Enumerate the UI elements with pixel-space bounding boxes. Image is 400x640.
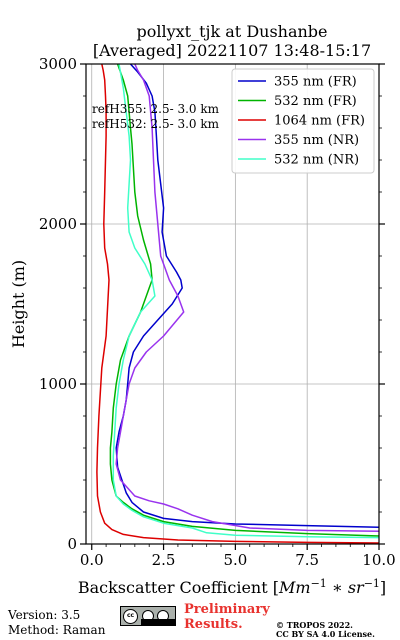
x-axis-label: Backscatter Coefficient [Mm−1 ∗ sr−1] — [78, 577, 386, 597]
series-line-5 — [112, 64, 379, 539]
legend-label-4: 355 nm (NR) — [274, 133, 359, 148]
legend-label-2: 532 nm (FR) — [274, 94, 357, 109]
y-axis-label: Height (m) — [9, 260, 28, 348]
series-line-4 — [115, 64, 379, 532]
series-lines — [96, 64, 379, 544]
legend-label-5: 532 nm (NR) — [274, 153, 359, 168]
method-text: Method: Raman — [8, 623, 106, 637]
chart-title-line2: [Averaged] 20221107 13:48-15:17 — [93, 41, 371, 60]
x-tick-label: 7.5 — [295, 551, 319, 569]
plot-frame — [85, 63, 380, 545]
legend-label-1: 355 nm (FR) — [274, 75, 357, 90]
copyright-line2: CC BY SA 4.0 License. — [276, 629, 375, 639]
preliminary-text-line1: Preliminary — [184, 602, 270, 617]
y-tick-label: 0 — [67, 535, 77, 553]
y-tick-label: 3000 — [39, 55, 77, 73]
cc-by-sa-icon: cc — [120, 606, 176, 626]
version-text: Version: 3.5 — [8, 608, 81, 622]
copyright-line1: © TROPOS 2022. — [276, 620, 353, 630]
axis-ticks: 0.0 2.5 5.0 7.5 10.0 0 1000 2000 3000 — [39, 55, 396, 569]
x-tick-label: 10.0 — [362, 551, 395, 569]
chart-title-line1: pollyxt_tjk at Dushanbe — [136, 22, 327, 41]
legend-box — [231, 68, 375, 174]
preliminary-text-line2: Results. — [184, 617, 243, 632]
x-tick-label: 0.0 — [80, 551, 104, 569]
series-line-1 — [115, 64, 379, 528]
legend: 355 nm (FR) 532 nm (FR) 1064 nm (FR) 355 nm… — [231, 68, 375, 174]
x-tick-label: 2.5 — [152, 551, 176, 569]
annotation-ref355: refH355: 2.5- 3.0 km — [92, 102, 220, 116]
annotation-ref532: refH532: 2.5- 3.0 km — [92, 117, 220, 131]
y-tick-label: 2000 — [39, 215, 77, 233]
series-line-3 — [96, 64, 379, 544]
x-tick-label: 5.0 — [223, 551, 247, 569]
legend-label-3: 1064 nm (FR) — [274, 114, 365, 129]
series-line-2 — [109, 64, 379, 537]
y-tick-label: 1000 — [39, 375, 77, 393]
